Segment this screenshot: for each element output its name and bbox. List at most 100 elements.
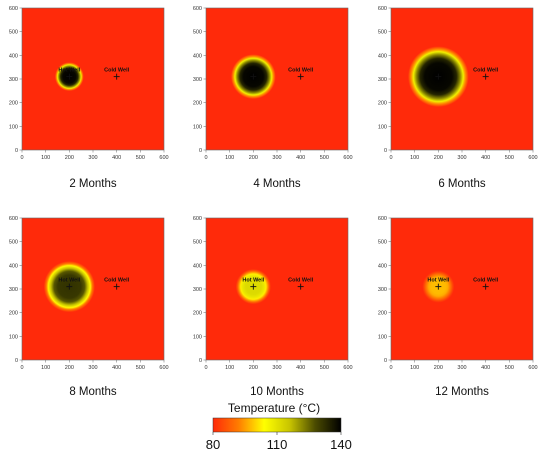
x-tick-label: 100 <box>41 155 50 161</box>
y-tick-label: 200 <box>9 311 18 317</box>
y-tick-label: 600 <box>193 216 202 222</box>
temperature-colorbar: Temperature (°C) 80 110 140 <box>206 401 352 452</box>
y-tick-label: 400 <box>9 263 18 269</box>
hot-well-label: Hot Well <box>58 278 80 284</box>
y-tick-label: 300 <box>378 77 387 83</box>
x-tick-label: 300 <box>88 155 97 161</box>
cold-well-label: Cold Well <box>288 68 313 74</box>
y-tick-label: 300 <box>193 77 202 83</box>
hot-well-label: Hot Well <box>427 278 449 284</box>
y-tick-label: 0 <box>384 148 387 154</box>
y-tick-label: 200 <box>378 311 387 317</box>
y-tick-label: 100 <box>378 124 387 130</box>
x-tick-label: 100 <box>225 155 234 161</box>
panel-caption: 10 Months <box>250 386 304 398</box>
x-tick-label: 500 <box>136 365 145 371</box>
hot-well-label: Hot Well <box>58 68 80 74</box>
y-tick-label: 500 <box>193 30 202 36</box>
x-tick-label: 200 <box>65 365 74 371</box>
x-tick-label: 300 <box>457 365 466 371</box>
x-tick-label: 100 <box>225 365 234 371</box>
cold-well-label: Cold Well <box>288 278 313 284</box>
x-tick-label: 600 <box>159 155 168 161</box>
y-tick-label: 0 <box>199 358 202 364</box>
y-tick-label: 300 <box>378 287 387 293</box>
x-tick-label: 300 <box>457 155 466 161</box>
y-tick-label: 0 <box>384 358 387 364</box>
x-tick-label: 0 <box>20 155 23 161</box>
y-tick-label: 400 <box>378 53 387 59</box>
y-tick-label: 500 <box>378 30 387 36</box>
y-tick-label: 600 <box>378 6 387 12</box>
cold-well-label: Cold Well <box>104 278 129 284</box>
heatmap-panel: 0 100 200 300 400 500 600 0 100 200 300 400 500 600 Co… <box>193 6 353 190</box>
heatmap-background <box>206 218 348 360</box>
heatmap-background <box>391 218 533 360</box>
y-tick-label: 600 <box>9 216 18 222</box>
heatmap-panel: 0 100 200 300 400 500 600 0 100 200 300 400 500 600 Ho… <box>9 6 169 190</box>
y-tick-label: 100 <box>9 334 18 340</box>
panel-caption: 4 Months <box>253 178 301 190</box>
x-tick-label: 300 <box>272 155 281 161</box>
x-tick-label: 100 <box>410 365 419 371</box>
x-tick-label: 0 <box>20 365 23 371</box>
x-tick-label: 500 <box>136 155 145 161</box>
x-tick-label: 600 <box>343 365 352 371</box>
x-tick-label: 0 <box>389 155 392 161</box>
y-tick-label: 200 <box>193 101 202 107</box>
y-tick-label: 0 <box>15 358 18 364</box>
y-tick-label: 200 <box>193 311 202 317</box>
y-tick-label: 500 <box>193 240 202 246</box>
x-tick-label: 600 <box>159 365 168 371</box>
y-tick-label: 500 <box>9 240 18 246</box>
x-tick-label: 400 <box>481 365 490 371</box>
x-tick-label: 0 <box>389 365 392 371</box>
y-tick-label: 300 <box>9 77 18 83</box>
colorbar-ticks: 80 110 140 <box>206 432 352 452</box>
x-tick-label: 400 <box>296 365 305 371</box>
y-tick-label: 200 <box>378 101 387 107</box>
panel-caption: 8 Months <box>69 386 117 398</box>
hot-well-label: Hot Well <box>242 278 264 284</box>
y-tick-label: 0 <box>199 148 202 154</box>
x-tick-label: 400 <box>112 155 121 161</box>
y-tick-label: 100 <box>193 124 202 130</box>
x-tick-label: 200 <box>249 155 258 161</box>
x-tick-label: 0 <box>204 155 207 161</box>
y-tick-label: 100 <box>378 334 387 340</box>
y-tick-label: 0 <box>15 148 18 154</box>
x-tick-label: 600 <box>528 365 537 371</box>
heatmap-background <box>22 8 164 150</box>
x-tick-label: 600 <box>528 155 537 161</box>
x-tick-label: 500 <box>505 155 514 161</box>
heatmap-panel: 0 100 200 300 400 500 600 0 100 200 300 400 500 600 Ho… <box>9 216 169 398</box>
heatmap-panels: 0 100 200 300 400 500 600 0 100 200 300 400 500 600 Ho… <box>9 6 538 398</box>
x-tick-label: 300 <box>88 365 97 371</box>
x-tick-label: 400 <box>481 155 490 161</box>
y-tick-label: 300 <box>9 287 18 293</box>
x-tick-label: 200 <box>434 155 443 161</box>
heatmap-panel: 0 100 200 300 400 500 600 0 100 200 300 400 500 600 Ho… <box>193 216 353 398</box>
y-tick-label: 600 <box>9 6 18 12</box>
panel-caption: 6 Months <box>438 178 486 190</box>
x-tick-label: 200 <box>65 155 74 161</box>
cold-well-label: Cold Well <box>473 278 498 284</box>
y-tick-label: 400 <box>193 263 202 269</box>
colorbar-gradient <box>212 417 342 433</box>
x-tick-label: 500 <box>320 155 329 161</box>
cold-well-label: Cold Well <box>473 68 498 74</box>
y-tick-label: 100 <box>9 124 18 130</box>
y-tick-label: 600 <box>378 216 387 222</box>
heatmap-panel: 0 100 200 300 400 500 600 0 100 200 300 400 500 600 Ho… <box>378 216 538 398</box>
x-tick-label: 300 <box>272 365 281 371</box>
panel-caption: 12 Months <box>435 386 489 398</box>
x-tick-label: 0 <box>204 365 207 371</box>
x-tick-label: 600 <box>343 155 352 161</box>
panel-caption: 2 Months <box>69 178 117 190</box>
colorbar-tick-label: 110 <box>267 437 288 452</box>
y-tick-label: 400 <box>193 53 202 59</box>
colorbar-tick-label: 140 <box>330 437 352 452</box>
x-tick-label: 500 <box>320 365 329 371</box>
y-tick-label: 300 <box>193 287 202 293</box>
